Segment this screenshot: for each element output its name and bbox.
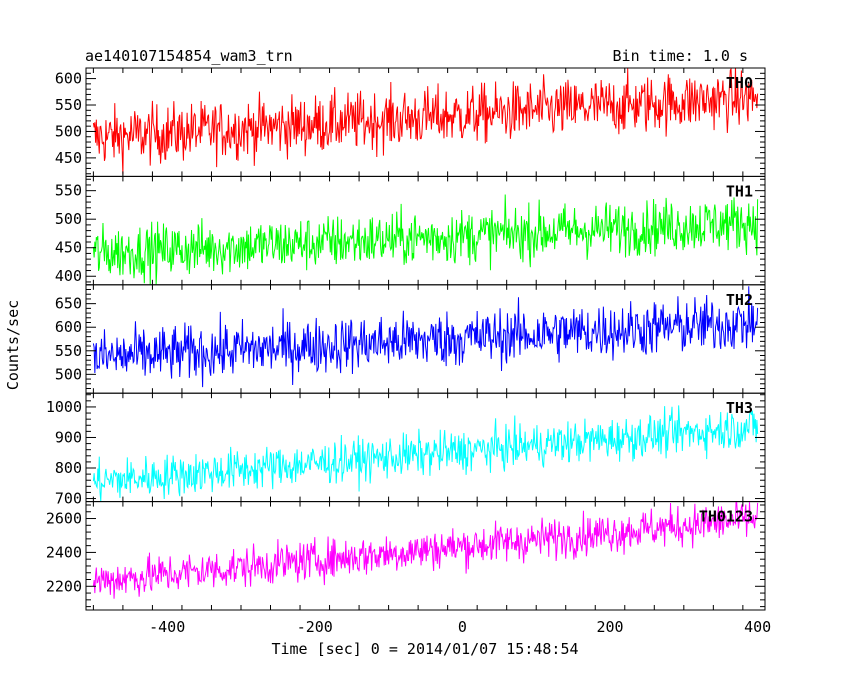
y-tick-label: 550 bbox=[55, 182, 82, 200]
panel-label: TH1 bbox=[726, 182, 753, 200]
panel-label: TH0123 bbox=[699, 508, 753, 526]
x-tick-label: -200 bbox=[297, 618, 333, 636]
panel-label: TH2 bbox=[726, 291, 753, 309]
y-tick-label: 400 bbox=[55, 267, 82, 285]
series-th3 bbox=[92, 405, 759, 502]
y-tick-label: 500 bbox=[55, 210, 82, 228]
x-tick-label: 200 bbox=[596, 618, 623, 636]
panels: 450 500 550 600 TH0 400 450 500 550 TH1 500 550 600 6… bbox=[46, 67, 771, 636]
panel-th0123: 2200 2400 2600 TH0123 bbox=[46, 501, 766, 611]
y-tick-label: 450 bbox=[55, 149, 82, 167]
series-th2 bbox=[92, 286, 759, 388]
y-tick-label: 500 bbox=[55, 365, 82, 383]
y-tick-label: 1000 bbox=[46, 398, 82, 416]
y-tick-label: 450 bbox=[55, 239, 82, 257]
series-th1 bbox=[92, 194, 759, 285]
panel-th0: 450 500 550 600 TH0 bbox=[55, 67, 766, 177]
y-tick-label: 550 bbox=[55, 96, 82, 114]
y-tick-label: 550 bbox=[55, 342, 82, 360]
series-th0123 bbox=[92, 501, 759, 599]
y-tick-label: 600 bbox=[55, 70, 82, 88]
chart-title: ae140107154854_wam3_trn bbox=[85, 47, 293, 65]
panel-th3: 700 800 900 1000 TH3 bbox=[46, 392, 766, 508]
y-tick-label: 2400 bbox=[46, 543, 82, 561]
panel-frame bbox=[85, 501, 766, 611]
panel-label: TH3 bbox=[726, 399, 753, 417]
y-tick-label: 600 bbox=[55, 318, 82, 336]
x-tick-label: 0 bbox=[458, 618, 467, 636]
y-tick-label: 500 bbox=[55, 122, 82, 140]
y-axis-label: Counts/sec bbox=[4, 300, 22, 390]
y-tick-label: 900 bbox=[55, 428, 82, 446]
x-tick-label: -400 bbox=[149, 618, 185, 636]
y-tick-label: 650 bbox=[55, 295, 82, 313]
x-tick-label: 400 bbox=[744, 618, 771, 636]
y-tick-label: 2200 bbox=[46, 577, 82, 595]
y-tick-label: 800 bbox=[55, 459, 82, 477]
panel-label: TH0 bbox=[726, 74, 753, 92]
panel-th2: 500 550 600 650 TH2 bbox=[55, 284, 766, 394]
y-tick-label: 700 bbox=[55, 490, 82, 508]
y-tick-label: 2600 bbox=[46, 510, 82, 528]
bin-time-label: Bin time: 1.0 s bbox=[613, 47, 748, 65]
series-th0 bbox=[92, 68, 759, 175]
x-axis-label: Time [sec] 0 = 2014/01/07 15:48:54 bbox=[271, 640, 578, 658]
panel-th1: 400 450 500 550 TH1 bbox=[55, 175, 766, 286]
